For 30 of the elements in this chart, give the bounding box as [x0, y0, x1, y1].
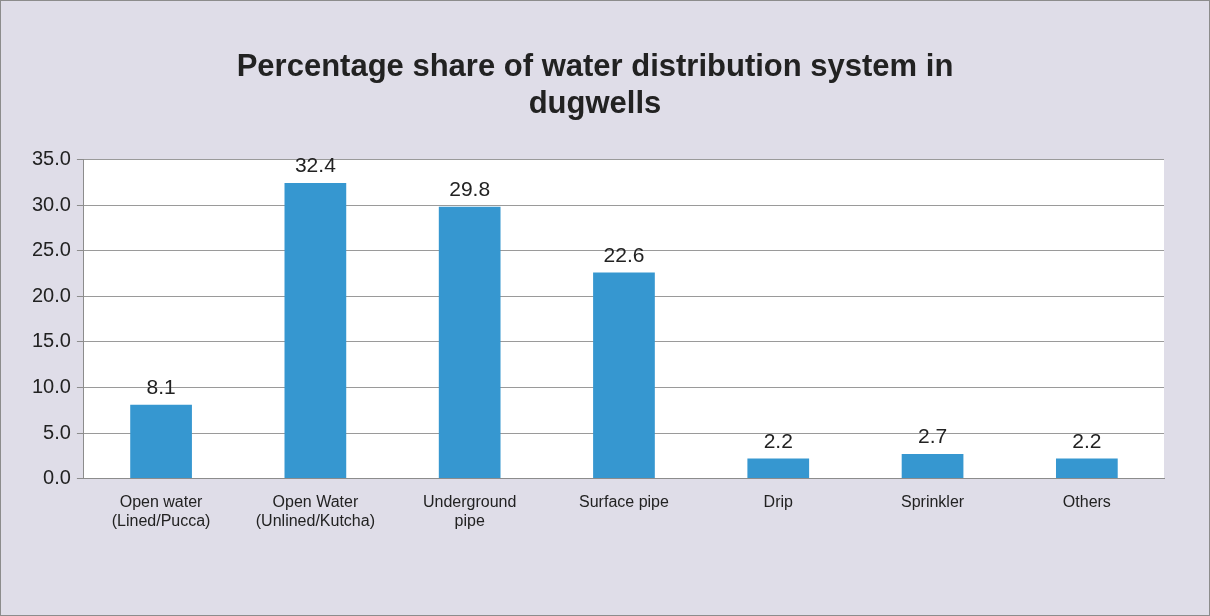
x-tick-label: Surface pipe	[579, 492, 669, 510]
y-tick-label: 35.0	[31, 146, 71, 169]
x-tick-label: Open water (Lined/Pucca)	[111, 492, 211, 529]
chart-title: Percentage share of water distribution system in dugwells	[236, 48, 954, 121]
bar	[901, 453, 964, 479]
x-tick-label: Underground pipe	[422, 492, 517, 529]
bar	[747, 458, 810, 479]
data-label: 32.4	[294, 153, 337, 177]
y-tick-label: 20.0	[31, 283, 71, 306]
data-label: 29.8	[449, 177, 491, 201]
data-label: 2.7	[917, 424, 948, 448]
x-tick-label: Drip	[763, 492, 794, 510]
y-tick-label: 30.0	[31, 192, 71, 215]
bar	[284, 183, 347, 479]
y-tick-label: 5.0	[43, 420, 71, 443]
data-label: 2.2	[1072, 428, 1102, 452]
bar	[1055, 458, 1118, 479]
data-label: 2.2	[763, 428, 793, 452]
x-tick-label: Sprinkler	[900, 492, 965, 510]
y-tick-label: 15.0	[31, 329, 71, 352]
y-tick-label: 25.0	[31, 238, 71, 261]
bar	[593, 272, 655, 479]
x-tick-label: Open Water (Unlined/Kutcha)	[255, 492, 375, 529]
data-label: 8.1	[146, 375, 176, 399]
x-tick-label: Others	[1062, 492, 1111, 510]
bar	[130, 404, 192, 479]
data-label: 22.6	[603, 242, 645, 266]
y-tick-label: 10.0	[31, 374, 71, 397]
y-tick-label: 0.0	[43, 466, 71, 489]
bar	[438, 206, 501, 479]
